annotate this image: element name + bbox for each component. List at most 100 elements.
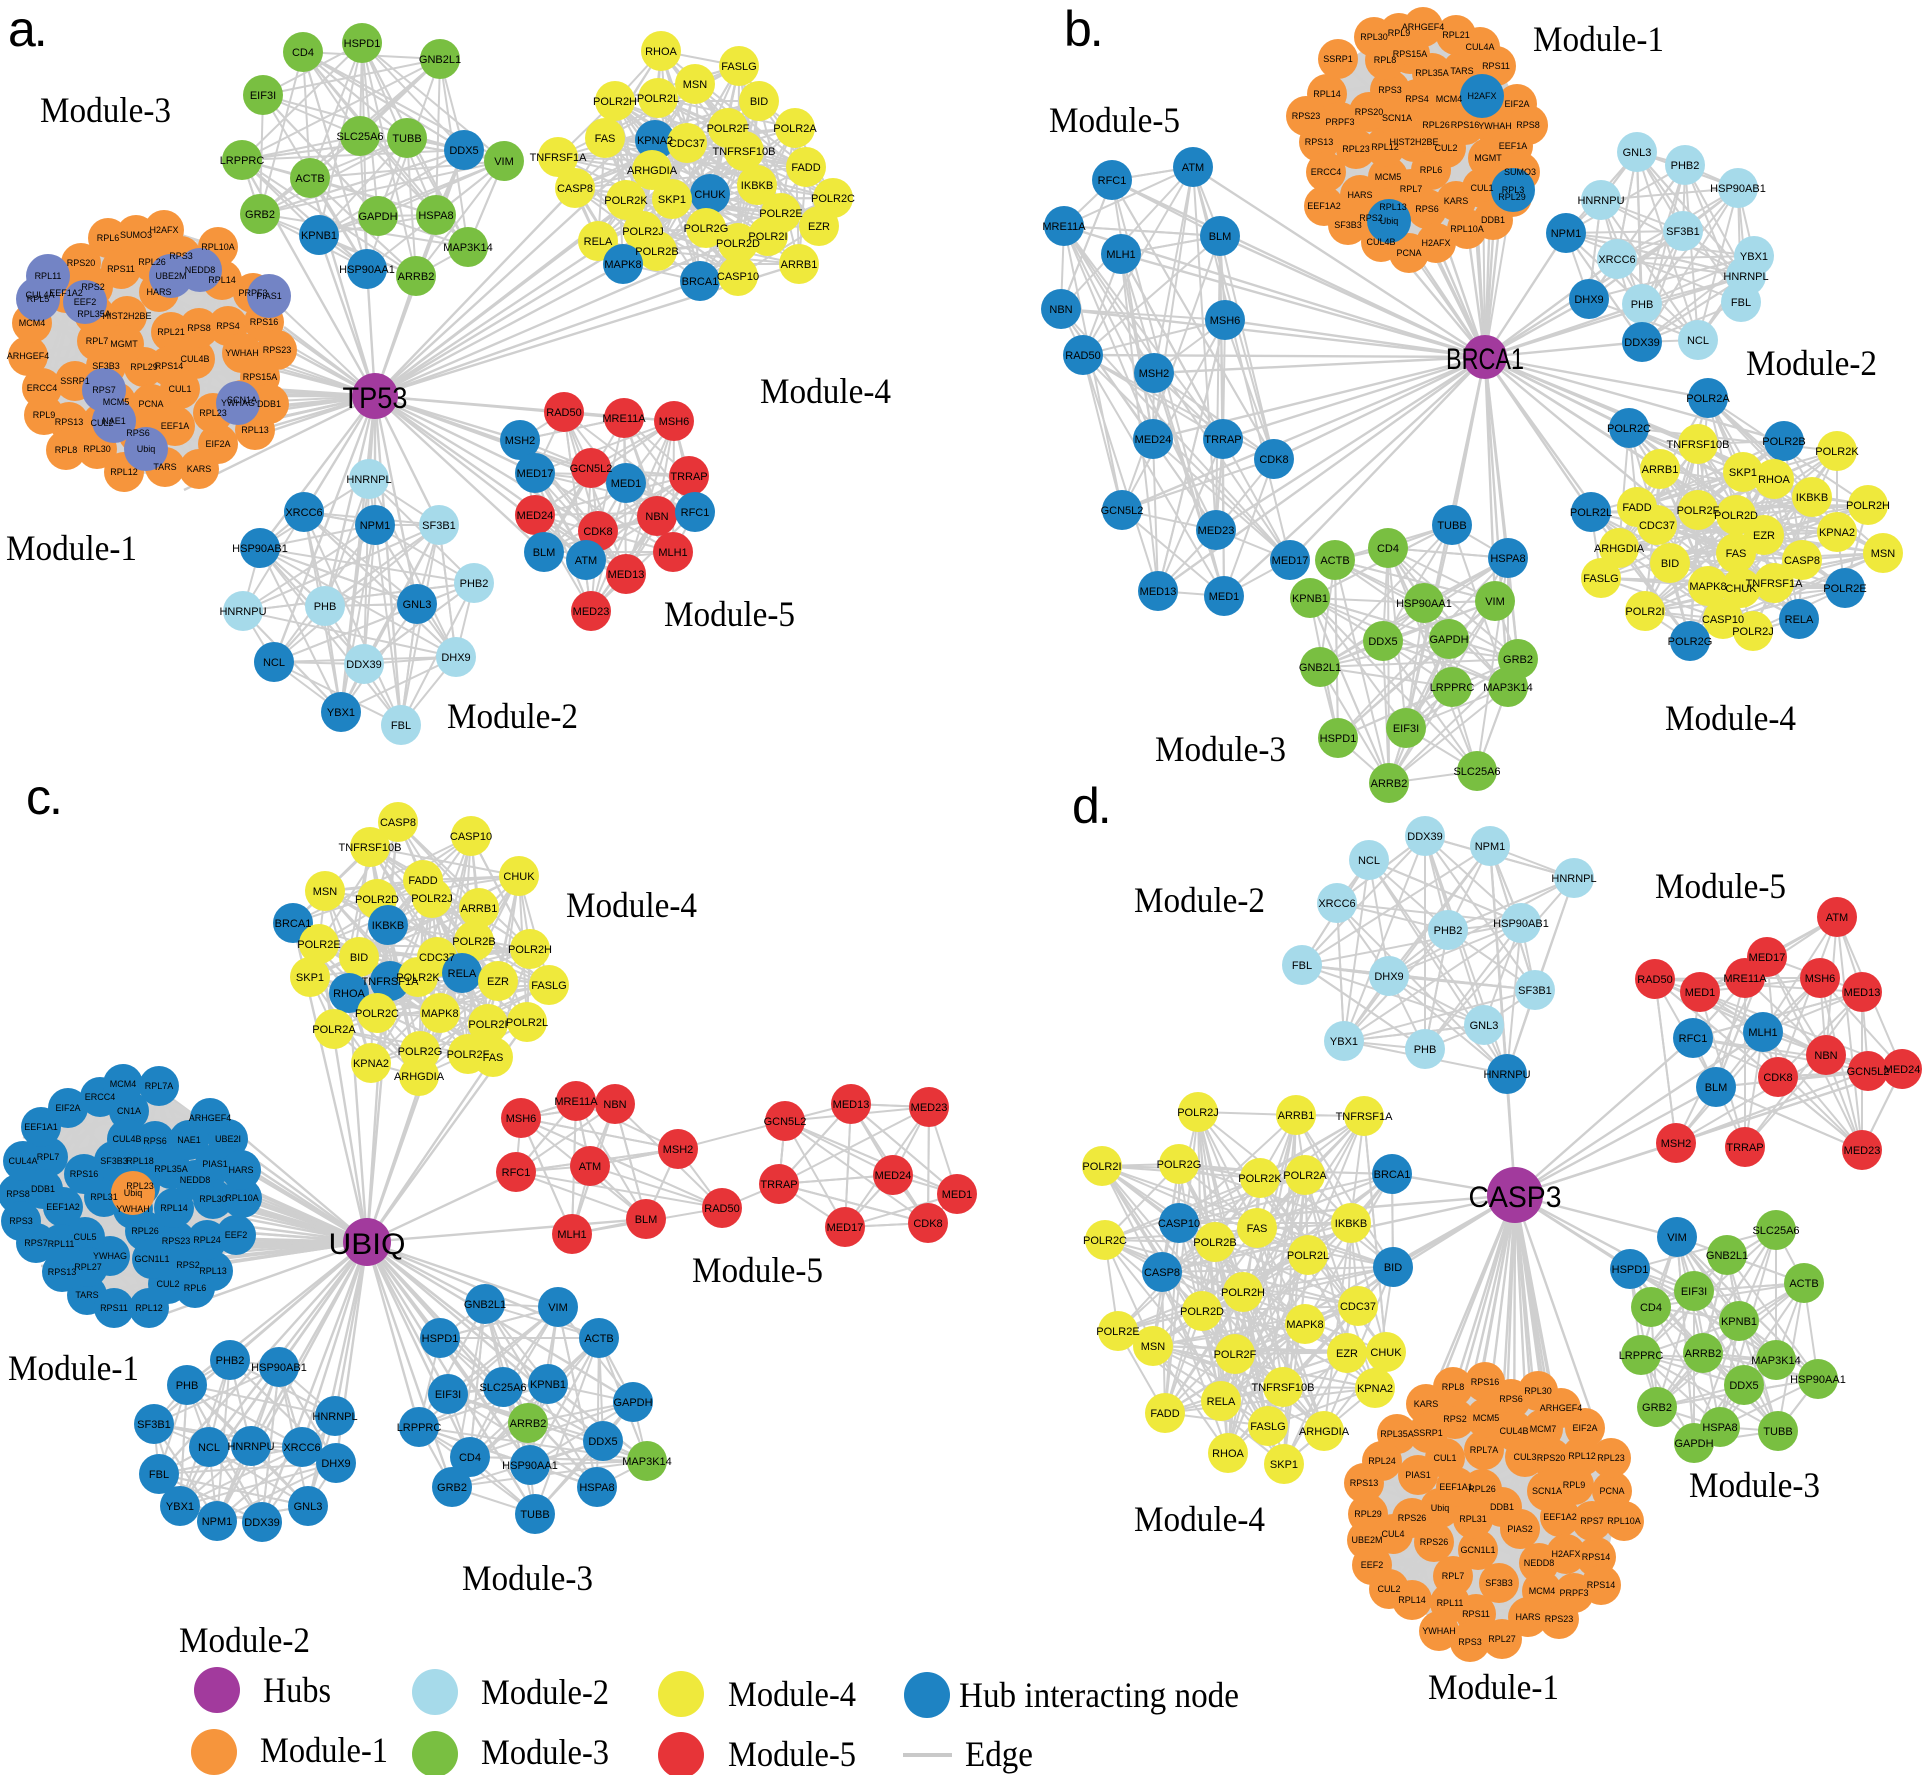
svg-text:SF3B1: SF3B1 — [422, 520, 456, 532]
svg-text:MCM5: MCM5 — [1375, 172, 1402, 182]
svg-text:TNFRSF10B: TNFRSF10B — [339, 842, 402, 854]
svg-text:DHX9: DHX9 — [321, 1458, 350, 1470]
svg-text:ARRB2: ARRB2 — [1685, 1348, 1722, 1360]
svg-text:FBL: FBL — [391, 720, 411, 732]
svg-text:RPS13: RPS13 — [48, 1267, 77, 1277]
svg-text:EIF2A: EIF2A — [205, 439, 230, 449]
svg-text:CHUK: CHUK — [1725, 583, 1757, 595]
svg-text:ARRB2: ARRB2 — [510, 1418, 547, 1430]
svg-text:RFC1: RFC1 — [1098, 175, 1127, 187]
svg-text:ARHGDIA: ARHGDIA — [394, 1071, 445, 1083]
svg-text:POLR2J: POLR2J — [1177, 1107, 1219, 1119]
svg-text:KPNA2: KPNA2 — [1357, 1383, 1393, 1395]
svg-text:PCNA: PCNA — [138, 399, 163, 409]
svg-text:HSP90AB1: HSP90AB1 — [1710, 183, 1766, 195]
svg-text:MSH6: MSH6 — [506, 1113, 537, 1125]
svg-text:RPL5: RPL5 — [27, 294, 50, 304]
svg-text:FBL: FBL — [1292, 960, 1312, 972]
svg-text:CUL4B: CUL4B — [112, 1134, 141, 1144]
svg-text:GCN5L2: GCN5L2 — [1101, 505, 1144, 517]
svg-text:ARHGDIA: ARHGDIA — [1299, 1426, 1350, 1438]
svg-text:MAP3K14: MAP3K14 — [622, 1456, 672, 1468]
svg-text:POLR2K: POLR2K — [604, 195, 648, 207]
svg-text:RPS3: RPS3 — [9, 1216, 33, 1226]
svg-text:RPL7: RPL7 — [1400, 184, 1423, 194]
svg-text:RPL23: RPL23 — [126, 1181, 154, 1191]
svg-text:Ubiq: Ubiq — [1431, 1503, 1450, 1513]
svg-text:RAD50: RAD50 — [1065, 350, 1100, 362]
svg-text:RPS11: RPS11 — [1462, 1609, 1490, 1619]
svg-text:CDK8: CDK8 — [583, 526, 612, 538]
svg-text:EIF2A: EIF2A — [55, 1103, 80, 1113]
svg-text:Module-4: Module-4 — [1134, 1499, 1265, 1539]
svg-text:ARHGDIA: ARHGDIA — [627, 165, 678, 177]
svg-text:RPL14: RPL14 — [160, 1203, 188, 1213]
svg-text:BRCA1: BRCA1 — [275, 918, 312, 930]
svg-text:POLR2E: POLR2E — [1823, 583, 1866, 595]
svg-text:RPS14: RPS14 — [155, 361, 184, 371]
svg-text:RPL31: RPL31 — [90, 1192, 118, 1202]
svg-text:SCN1A: SCN1A — [1382, 113, 1412, 123]
svg-text:CASP8: CASP8 — [1784, 555, 1820, 567]
svg-text:CUL4B: CUL4B — [1366, 237, 1395, 247]
svg-text:FASLG: FASLG — [721, 61, 756, 73]
svg-text:RAD50: RAD50 — [704, 1203, 739, 1215]
svg-text:GAPDH: GAPDH — [613, 1397, 652, 1409]
svg-text:FADD: FADD — [1150, 1408, 1179, 1420]
svg-text:DDB1: DDB1 — [1481, 215, 1505, 225]
svg-text:RPL12: RPL12 — [1371, 142, 1399, 152]
svg-text:POLR2F: POLR2F — [1677, 505, 1720, 517]
svg-text:NEDD8: NEDD8 — [1524, 1558, 1555, 1568]
svg-text:NPM1: NPM1 — [1551, 228, 1582, 240]
svg-text:MRE11A: MRE11A — [602, 413, 646, 425]
svg-text:UBE2M: UBE2M — [155, 271, 186, 281]
svg-text:KPNB1: KPNB1 — [301, 230, 337, 242]
svg-text:MSH6: MSH6 — [1805, 973, 1836, 985]
svg-text:SF3B3: SF3B3 — [92, 361, 120, 371]
svg-text:CUL4: CUL4 — [1381, 1529, 1404, 1539]
svg-text:IKBKB: IKBKB — [1796, 492, 1828, 504]
svg-text:RPS15A: RPS15A — [1393, 49, 1428, 59]
svg-text:Hub interacting node: Hub interacting node — [959, 1675, 1239, 1715]
svg-text:XRCC6: XRCC6 — [283, 1442, 320, 1454]
svg-text:EZR: EZR — [1753, 530, 1775, 542]
svg-text:MED1: MED1 — [1685, 987, 1716, 999]
svg-text:RPS3: RPS3 — [169, 251, 193, 261]
svg-text:POLR2E: POLR2E — [297, 939, 340, 951]
svg-text:RPL26: RPL26 — [1468, 1484, 1496, 1494]
svg-text:RPL8: RPL8 — [55, 445, 78, 455]
svg-text:MSH2: MSH2 — [663, 1144, 694, 1156]
svg-text:RELA: RELA — [448, 968, 477, 980]
svg-text:RPL10A: RPL10A — [1607, 1516, 1641, 1526]
svg-text:SSRP1: SSRP1 — [1323, 54, 1353, 64]
svg-text:PIAS1: PIAS1 — [256, 291, 282, 301]
svg-text:SSRP1: SSRP1 — [60, 376, 90, 386]
svg-text:RPS11: RPS11 — [1482, 61, 1510, 71]
svg-text:POLR2B: POLR2B — [452, 936, 495, 948]
svg-text:DDX39: DDX39 — [1624, 337, 1659, 349]
svg-text:POLR2I: POLR2I — [1625, 606, 1664, 618]
svg-text:RPL23: RPL23 — [199, 408, 227, 418]
svg-text:MLH1: MLH1 — [557, 1229, 586, 1241]
svg-text:TRRAP: TRRAP — [670, 471, 707, 483]
svg-text:POLR2J: POLR2J — [622, 226, 664, 238]
svg-text:ARHGEF4: ARHGEF4 — [7, 351, 50, 361]
svg-text:POLR2C: POLR2C — [1083, 1235, 1127, 1247]
svg-text:POLR2H: POLR2H — [1221, 1287, 1265, 1299]
svg-text:POLR2C: POLR2C — [1607, 423, 1651, 435]
svg-text:RPL9: RPL9 — [33, 410, 56, 420]
svg-text:XRCC6: XRCC6 — [285, 507, 322, 519]
svg-text:POLR2G: POLR2G — [1668, 636, 1713, 648]
svg-text:RPS16: RPS16 — [250, 317, 279, 327]
svg-text:RPS7: RPS7 — [92, 385, 116, 395]
svg-text:RPS7: RPS7 — [24, 1238, 48, 1248]
svg-text:HSP90AA1: HSP90AA1 — [339, 264, 395, 276]
svg-text:FASLG: FASLG — [531, 980, 566, 992]
svg-text:SF3B3: SF3B3 — [1334, 220, 1362, 230]
svg-text:SLC25A6: SLC25A6 — [336, 131, 383, 143]
svg-text:POLR2A: POLR2A — [312, 1024, 356, 1036]
svg-text:RPL6: RPL6 — [97, 233, 120, 243]
svg-text:TARS: TARS — [75, 1290, 98, 1300]
svg-text:MED24: MED24 — [517, 510, 554, 522]
svg-text:EIF2A: EIF2A — [1572, 1423, 1597, 1433]
